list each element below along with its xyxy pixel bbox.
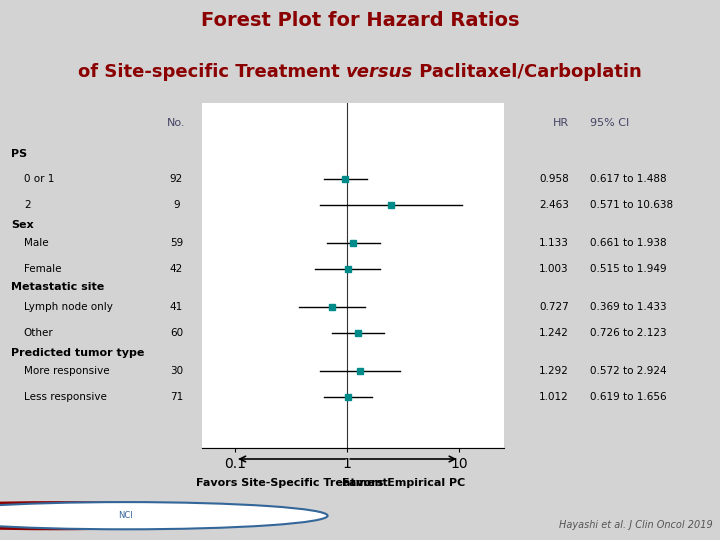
- Text: 41: 41: [170, 302, 183, 313]
- Text: 42: 42: [170, 264, 183, 274]
- Text: 1.133: 1.133: [539, 238, 569, 248]
- Text: 30: 30: [170, 367, 183, 376]
- Text: Less responsive: Less responsive: [24, 392, 107, 402]
- Circle shape: [0, 502, 328, 529]
- Circle shape: [0, 501, 270, 530]
- Text: 2.463: 2.463: [539, 200, 569, 210]
- Text: dkfz.: dkfz.: [40, 511, 68, 521]
- Text: 71: 71: [170, 392, 183, 402]
- Text: 0.571 to 10.638: 0.571 to 10.638: [590, 200, 673, 210]
- Text: HR: HR: [553, 118, 569, 128]
- Text: Metastatic site: Metastatic site: [11, 282, 104, 292]
- Text: 1.012: 1.012: [539, 392, 569, 402]
- Text: versus: versus: [346, 63, 413, 80]
- Text: 2: 2: [24, 200, 30, 210]
- Text: No.: No.: [167, 118, 186, 128]
- Text: Female: Female: [24, 264, 61, 274]
- Text: NCI: NCI: [119, 511, 133, 520]
- Text: 0.515 to 1.949: 0.515 to 1.949: [590, 264, 667, 274]
- Text: PS: PS: [11, 149, 27, 159]
- Text: 0.617 to 1.488: 0.617 to 1.488: [590, 174, 667, 184]
- Text: 0 or 1: 0 or 1: [24, 174, 54, 184]
- Text: of Site-specific Treatment: of Site-specific Treatment: [78, 63, 346, 80]
- Text: 95% CI: 95% CI: [590, 118, 630, 128]
- Text: 1.003: 1.003: [539, 264, 569, 274]
- Text: 1.242: 1.242: [539, 328, 569, 338]
- Text: 0.727: 0.727: [539, 302, 569, 313]
- Text: 0.726 to 2.123: 0.726 to 2.123: [590, 328, 667, 338]
- Text: 92: 92: [170, 174, 183, 184]
- Text: Favors Empirical PC: Favors Empirical PC: [342, 478, 466, 488]
- Text: Sex: Sex: [11, 220, 33, 231]
- Text: 0.661 to 1.938: 0.661 to 1.938: [590, 238, 667, 248]
- Text: Hayashi et al. J Clin Oncol 2019: Hayashi et al. J Clin Oncol 2019: [559, 521, 713, 530]
- Text: 0.958: 0.958: [539, 174, 569, 184]
- Text: 9: 9: [173, 200, 180, 210]
- Text: 0.369 to 1.433: 0.369 to 1.433: [590, 302, 667, 313]
- Text: 0.572 to 2.924: 0.572 to 2.924: [590, 367, 667, 376]
- Text: Paclitaxel/Carboplatin: Paclitaxel/Carboplatin: [413, 63, 642, 80]
- Text: 1.292: 1.292: [539, 367, 569, 376]
- Text: Male: Male: [24, 238, 48, 248]
- Text: Lymph node only: Lymph node only: [24, 302, 112, 313]
- Text: Other: Other: [24, 328, 53, 338]
- Text: More responsive: More responsive: [24, 367, 109, 376]
- Text: Forest Plot for Hazard Ratios: Forest Plot for Hazard Ratios: [201, 11, 519, 30]
- Text: 0.619 to 1.656: 0.619 to 1.656: [590, 392, 667, 402]
- Text: 60: 60: [170, 328, 183, 338]
- Text: Predicted tumor type: Predicted tumor type: [11, 348, 144, 359]
- Text: Favors Site-Specific Treatment: Favors Site-Specific Treatment: [196, 478, 388, 488]
- Text: 59: 59: [170, 238, 183, 248]
